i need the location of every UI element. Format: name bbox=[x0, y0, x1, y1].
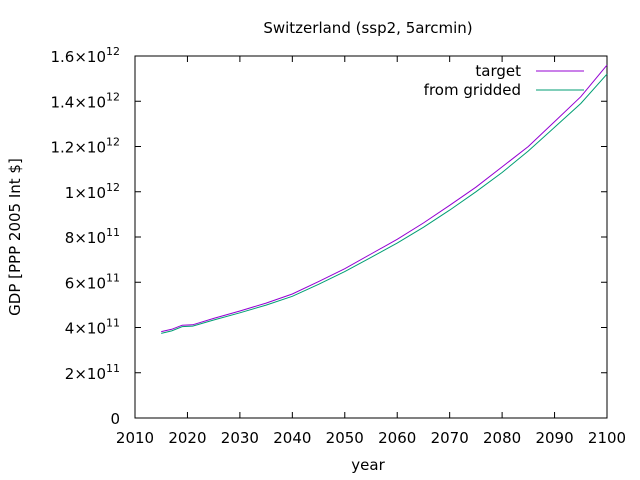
y-tick-exponent: 11 bbox=[106, 317, 120, 330]
y-tick-mantissa: 1.6×10 bbox=[50, 48, 106, 66]
y-tick-exponent: 11 bbox=[106, 271, 120, 284]
series-line-target bbox=[161, 64, 608, 333]
data-series bbox=[161, 64, 608, 334]
y-tick-mantissa: 1.4×10 bbox=[50, 93, 106, 111]
series-line-from-gridded bbox=[161, 73, 608, 334]
x-tick-label: 2010 bbox=[116, 429, 154, 447]
y-tick-labels: 02×10114×10116×10118×10111×10121.2×10121… bbox=[50, 45, 120, 428]
x-tick-label: 2040 bbox=[273, 429, 311, 447]
x-tick-label: 2070 bbox=[431, 429, 469, 447]
y-tick-label: 0 bbox=[110, 410, 120, 428]
x-tick-label: 2030 bbox=[221, 429, 259, 447]
y-tick-label: 1×1012 bbox=[65, 181, 120, 202]
plot-frame bbox=[134, 55, 608, 419]
y-tick-exponent: 12 bbox=[106, 45, 120, 58]
legend-label: from gridded bbox=[424, 81, 521, 99]
x-tick-label: 2100 bbox=[588, 429, 626, 447]
x-tick-label: 2080 bbox=[483, 429, 521, 447]
y-tick-label: 4×1011 bbox=[65, 317, 120, 338]
y-tick-mantissa: 2×10 bbox=[65, 365, 106, 383]
y-axis-label: GDP [PPP 2005 Int $] bbox=[6, 158, 24, 316]
y-tick-label: 2×1011 bbox=[65, 362, 120, 383]
x-tick-label: 2090 bbox=[535, 429, 573, 447]
y-tick-exponent: 12 bbox=[106, 181, 120, 194]
y-tick-mantissa: 6×10 bbox=[65, 274, 106, 292]
y-tick-mantissa: 0 bbox=[110, 410, 120, 428]
y-tick-label: 8×1011 bbox=[65, 226, 120, 247]
x-axis-label: year bbox=[351, 456, 385, 474]
y-tick-mantissa: 1.2×10 bbox=[50, 139, 106, 157]
x-tick-label: 2020 bbox=[168, 429, 206, 447]
y-tick-label: 1.4×1012 bbox=[50, 90, 120, 111]
y-tick-exponent: 11 bbox=[106, 362, 120, 375]
x-tick-label: 2050 bbox=[326, 429, 364, 447]
axis-ticks bbox=[134, 55, 608, 419]
y-tick-exponent: 12 bbox=[106, 136, 120, 149]
y-tick-label: 1.2×1012 bbox=[50, 136, 120, 157]
x-tick-labels: 2010 2020 2030 2040 2050 2060 2070 2080 2090 2100 bbox=[116, 429, 626, 447]
y-tick-exponent: 11 bbox=[106, 226, 120, 239]
y-tick-mantissa: 8×10 bbox=[65, 229, 106, 247]
y-tick-label: 1.6×1012 bbox=[50, 45, 120, 66]
y-tick-mantissa: 1×10 bbox=[65, 184, 106, 202]
x-tick-label: 2060 bbox=[378, 429, 416, 447]
y-tick-mantissa: 4×10 bbox=[65, 320, 106, 338]
y-tick-exponent: 12 bbox=[106, 90, 120, 103]
chart-title: Switzerland (ssp2, 5arcmin) bbox=[263, 19, 472, 37]
legend-label: target bbox=[475, 62, 521, 80]
y-tick-label: 6×1011 bbox=[65, 271, 120, 292]
